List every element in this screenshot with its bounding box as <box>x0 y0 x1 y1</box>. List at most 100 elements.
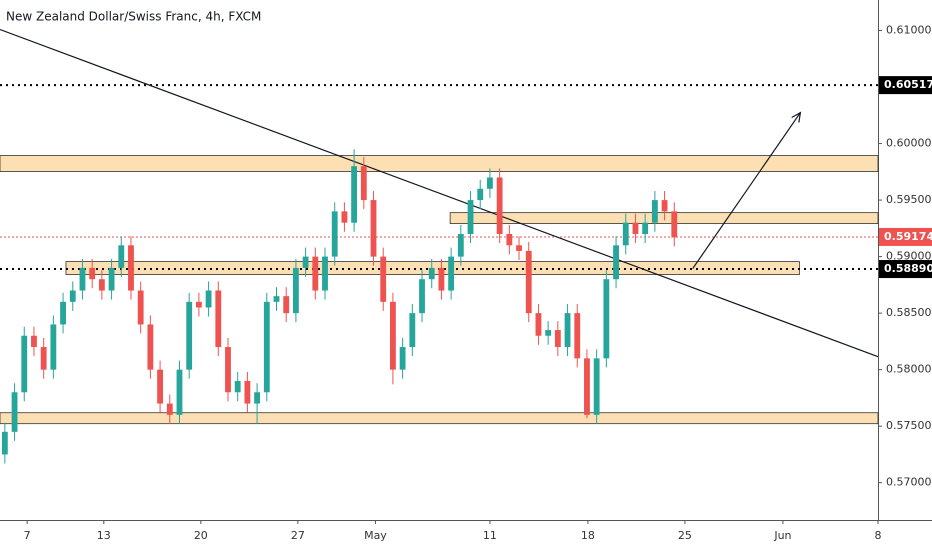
candle-body <box>487 177 493 189</box>
x-tick-label: May <box>364 529 387 542</box>
x-tick-label: 20 <box>194 529 208 542</box>
candle-body <box>457 234 464 257</box>
arrow <box>692 112 801 269</box>
candle-body <box>360 166 367 201</box>
candle-body <box>584 358 590 415</box>
price-label-bg <box>879 260 932 279</box>
candle-body <box>506 234 513 246</box>
price-label: 0.59174 <box>884 230 932 243</box>
candle-body <box>428 267 435 280</box>
candle-body <box>157 369 163 404</box>
candle-body <box>409 313 416 348</box>
candle-body <box>215 290 222 348</box>
candle-body <box>351 166 358 223</box>
candle-body <box>516 245 522 251</box>
price-label: 0.60517 <box>884 78 932 91</box>
x-tick-label: 25 <box>678 529 692 542</box>
candle-body <box>186 301 193 370</box>
candle-body <box>166 403 173 415</box>
candle-body <box>496 177 503 234</box>
candle-body <box>448 256 455 291</box>
candle-body <box>31 335 37 348</box>
candle-body <box>535 313 542 336</box>
candle-body <box>205 290 212 308</box>
candle-body <box>137 290 144 325</box>
candle-body <box>380 256 387 302</box>
candle-body <box>331 211 338 257</box>
candle-body <box>671 211 678 238</box>
x-tick-label: 7 <box>24 529 31 542</box>
chart-title: New Zealand Dollar/Swiss Franc, 4h, FXCM <box>6 10 261 24</box>
trend-line <box>0 28 879 358</box>
price-label-bg <box>879 76 932 95</box>
candle-body <box>632 222 639 234</box>
candle-body <box>292 267 299 314</box>
price-label-bg <box>879 227 932 246</box>
candle-body <box>283 296 290 314</box>
candle-body <box>438 267 445 291</box>
y-tick-label: 0.57000 <box>886 476 932 489</box>
candle-body <box>419 279 425 314</box>
candle-body <box>477 188 484 201</box>
x-tick-label: Jun <box>773 529 791 542</box>
y-tick-label: 0.60000 <box>886 137 932 150</box>
candle-body <box>651 200 658 223</box>
candle-body <box>176 369 183 415</box>
candle-body <box>195 301 202 308</box>
candle-body <box>312 256 319 291</box>
candle-body <box>21 335 28 393</box>
candle-body <box>554 330 561 348</box>
candle-body <box>128 245 134 291</box>
y-tick-label: 0.59000 <box>886 250 932 263</box>
candle-body <box>108 267 115 291</box>
candle-body <box>370 200 377 257</box>
candle-body <box>302 256 309 268</box>
y-tick-label: 0.61000 <box>886 24 932 37</box>
candle-body <box>234 380 241 393</box>
candle-body <box>322 256 328 291</box>
candle-body <box>341 211 348 223</box>
y-tick-label: 0.59500 <box>886 193 932 206</box>
candle-body <box>69 290 76 302</box>
candle-body <box>147 324 154 370</box>
candle-body <box>79 267 86 291</box>
candle-body <box>390 301 396 370</box>
candle-body <box>244 380 251 404</box>
candle-body <box>564 313 571 348</box>
candle-body <box>661 200 668 212</box>
x-tick-label: 13 <box>97 529 111 542</box>
candle-body <box>545 330 552 336</box>
candle-body <box>11 392 18 432</box>
candle-body <box>50 324 57 370</box>
x-tick-label: 18 <box>581 529 595 542</box>
candle-body <box>60 301 66 325</box>
candle-body <box>613 245 619 280</box>
price-label: 0.58890 <box>884 262 932 275</box>
candle-body <box>399 347 406 370</box>
candle-body <box>467 200 474 234</box>
candle-body <box>254 392 261 404</box>
candle-body <box>525 250 532 314</box>
candle-body <box>1 431 8 455</box>
candle-body <box>118 245 125 268</box>
zone <box>0 155 879 172</box>
candle-body <box>89 267 96 280</box>
x-tick-label: 27 <box>291 529 305 542</box>
candle-body <box>642 222 649 234</box>
candle-body <box>225 347 231 393</box>
zone <box>0 412 879 425</box>
candle-body <box>40 347 47 370</box>
y-tick-label: 0.58500 <box>886 306 932 319</box>
candle-body <box>603 279 610 359</box>
candle-body <box>263 301 270 393</box>
x-tick-label: 8 <box>875 529 882 542</box>
candle-body <box>574 313 581 359</box>
y-tick-label: 0.57500 <box>886 419 932 432</box>
y-tick-label: 0.58000 <box>886 363 932 376</box>
arrow-head <box>791 111 802 123</box>
candle-body <box>593 358 600 415</box>
candle-body <box>622 222 629 246</box>
candle-body <box>273 296 280 302</box>
